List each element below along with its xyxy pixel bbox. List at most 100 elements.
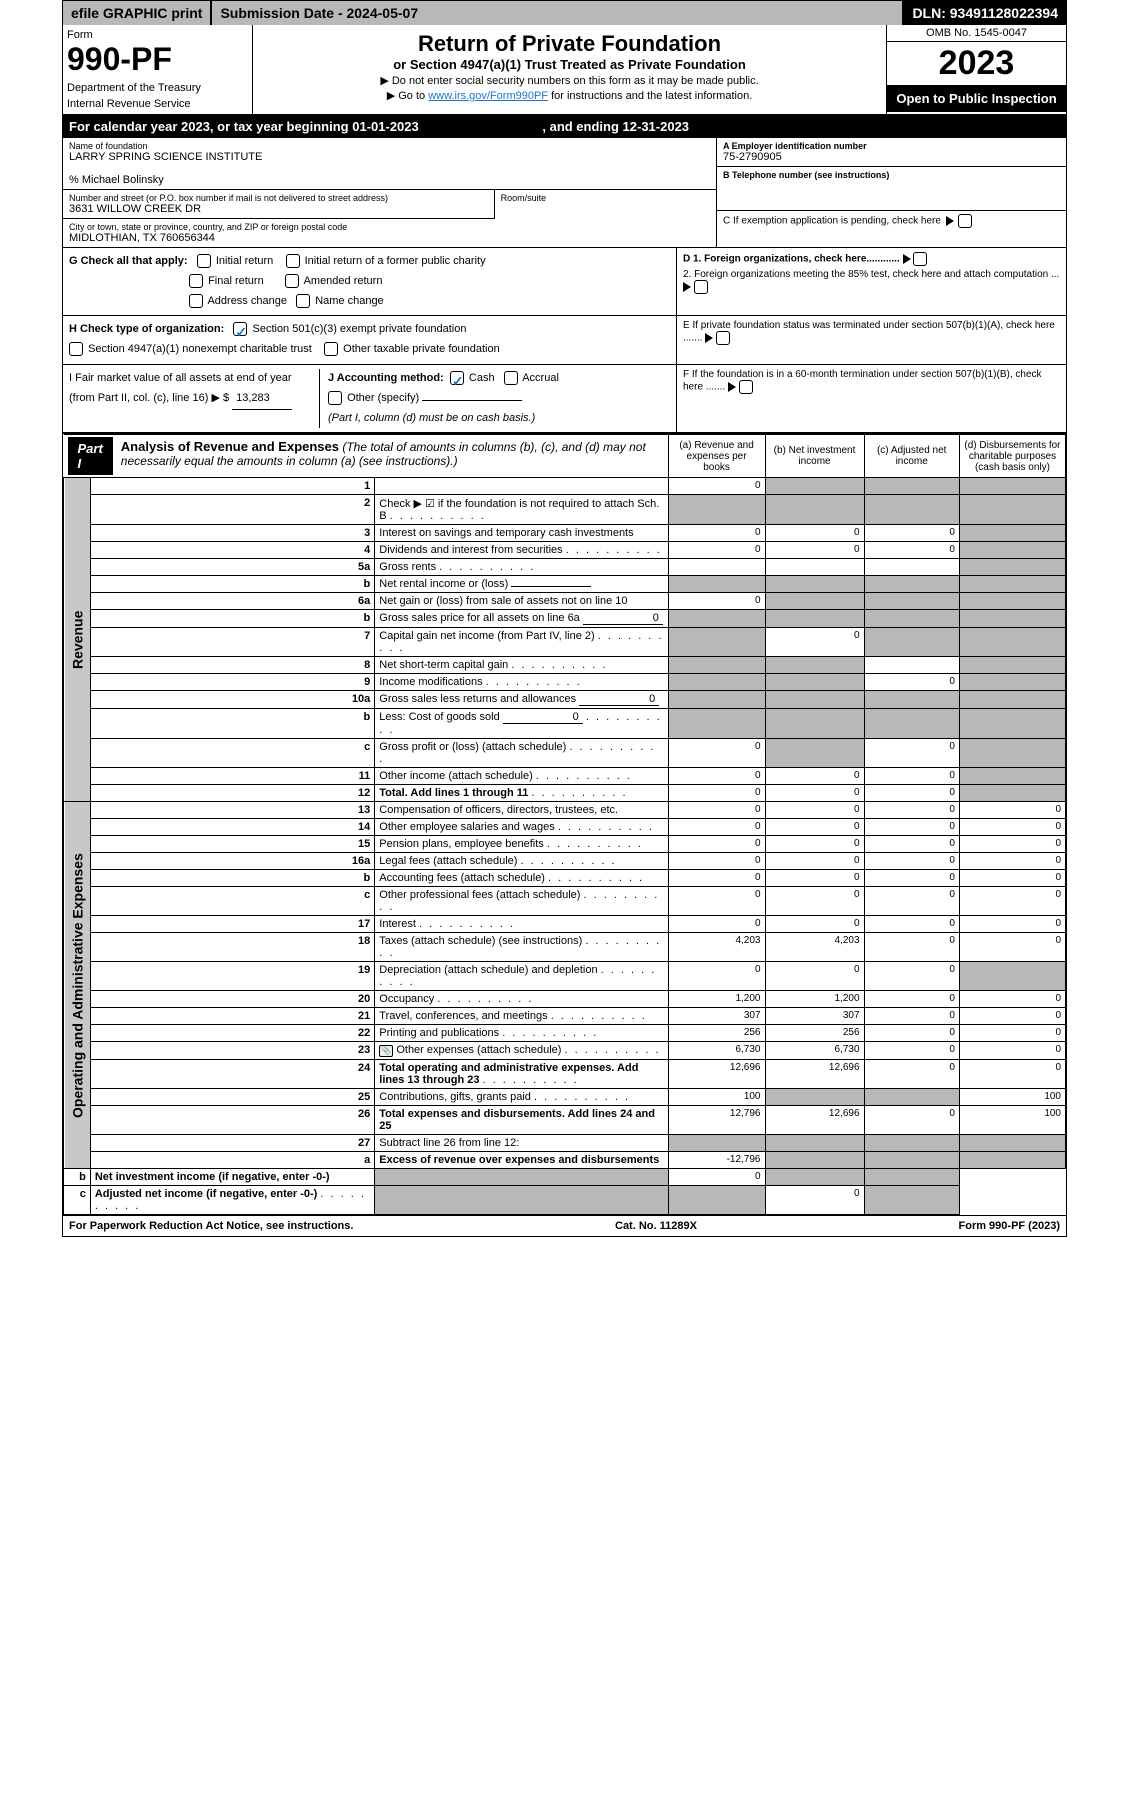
cell-16a-c: 0	[864, 853, 959, 870]
table-row: 23 📎 Other expenses (attach schedule) 6,…	[64, 1042, 1066, 1060]
row-desc: Adjusted net income (if negative, enter …	[90, 1186, 374, 1215]
row-desc	[375, 478, 668, 495]
g-opt-1: Initial return of a former public charit…	[305, 255, 486, 267]
cell-27-b	[765, 1135, 864, 1152]
cell-10a-a	[668, 691, 765, 709]
cell-22-d: 0	[959, 1025, 1065, 1042]
g-initial-checkbox[interactable]	[197, 254, 211, 268]
cell-c-c: 0	[864, 887, 959, 916]
i-prefix: ▶ $	[211, 392, 229, 404]
row-num: 25	[90, 1089, 374, 1106]
f-checkbox[interactable]	[739, 380, 753, 394]
row-desc: Total expenses and disbursements. Add li…	[375, 1106, 668, 1135]
table-row: c Gross profit or (loss) (attach schedul…	[64, 739, 1066, 768]
cell-22-a: 256	[668, 1025, 765, 1042]
header-note2: ▶ Go to www.irs.gov/Form990PF for instru…	[259, 89, 880, 102]
j-other: Other (specify)	[347, 392, 419, 404]
irs-link[interactable]: www.irs.gov/Form990PF	[428, 90, 548, 102]
cell-13-c: 0	[864, 802, 959, 819]
calyear-end: 12-31-2023	[623, 119, 690, 134]
h-other-checkbox[interactable]	[324, 342, 338, 356]
row-num: b	[90, 870, 374, 887]
row-desc: Printing and publications	[375, 1025, 668, 1042]
j-accrual-checkbox[interactable]	[504, 371, 518, 385]
cell-11-a: 0	[668, 768, 765, 785]
table-row: c Other professional fees (attach schedu…	[64, 887, 1066, 916]
row-num: c	[90, 739, 374, 768]
row-desc: Other income (attach schedule)	[375, 768, 668, 785]
row-num: 6a	[90, 593, 374, 610]
table-row: a Excess of revenue over expenses and di…	[64, 1152, 1066, 1169]
table-row: 8 Net short-term capital gain	[64, 657, 1066, 674]
j-other-input[interactable]	[422, 400, 522, 401]
cell-4-b: 0	[765, 542, 864, 559]
c-label: C If exemption application is pending, c…	[723, 216, 941, 227]
row-desc: Other professional fees (attach schedule…	[375, 887, 668, 916]
cell-15-a: 0	[668, 836, 765, 853]
row-num: 16a	[90, 853, 374, 870]
table-row: 22 Printing and publications 256 256 0 0	[64, 1025, 1066, 1042]
row-num: a	[90, 1152, 374, 1169]
foundation-name-label: Name of foundation	[69, 141, 710, 151]
cell-2-b	[765, 495, 864, 525]
j-cash-checkbox[interactable]	[450, 371, 464, 385]
h-501c3-checkbox[interactable]	[233, 322, 247, 336]
g-address-checkbox[interactable]	[189, 294, 203, 308]
cell-19-d	[959, 962, 1065, 991]
cell-b-d	[959, 576, 1065, 593]
g-initial-former-checkbox[interactable]	[286, 254, 300, 268]
cell-24-a: 12,696	[668, 1060, 765, 1089]
cell-24-d: 0	[959, 1060, 1065, 1089]
cell-23-c: 0	[864, 1042, 959, 1060]
page-footer: For Paperwork Reduction Act Notice, see …	[63, 1215, 1066, 1236]
g-opt-2: Final return	[208, 275, 264, 287]
cell-9-c: 0	[864, 674, 959, 691]
form-label: Form	[67, 29, 248, 41]
city-label: City or town, state or province, country…	[69, 222, 710, 232]
row-num: 15	[90, 836, 374, 853]
g-amended-checkbox[interactable]	[285, 274, 299, 288]
row-num: b	[64, 1169, 91, 1186]
d1-checkbox[interactable]	[913, 252, 927, 266]
cell-b-a	[668, 709, 765, 739]
cell-8-a	[668, 657, 765, 674]
row-num: c	[64, 1186, 91, 1215]
cell-23-b: 6,730	[765, 1042, 864, 1060]
cell-14-c: 0	[864, 819, 959, 836]
table-row: 16a Legal fees (attach schedule) 0 0 0 0	[64, 853, 1066, 870]
c-checkbox[interactable]	[958, 214, 972, 228]
cell-20-b: 1,200	[765, 991, 864, 1008]
arrow-icon	[705, 333, 713, 343]
room-label: Room/suite	[501, 193, 710, 203]
cell-17-b: 0	[765, 916, 864, 933]
cell-4-c: 0	[864, 542, 959, 559]
calendar-year-row: For calendar year 2023, or tax year begi…	[63, 115, 1066, 138]
j-other-checkbox[interactable]	[328, 391, 342, 405]
ein-label: A Employer identification number	[723, 141, 1060, 151]
row-desc: Interest	[375, 916, 668, 933]
g-name-checkbox[interactable]	[296, 294, 310, 308]
row-desc: Travel, conferences, and meetings	[375, 1008, 668, 1025]
cell-21-d: 0	[959, 1008, 1065, 1025]
cell-5a-a	[668, 559, 765, 576]
table-row: 18 Taxes (attach schedule) (see instruct…	[64, 933, 1066, 962]
attachment-icon[interactable]: 📎	[379, 1045, 393, 1057]
d2-checkbox[interactable]	[694, 280, 708, 294]
cell-a-a: -12,796	[668, 1152, 765, 1169]
row-num: 1	[90, 478, 374, 495]
table-row: Revenue 1 0	[64, 478, 1066, 495]
cell-c-d	[959, 739, 1065, 768]
address: 3631 WILLOW CREEK DR	[69, 203, 488, 215]
g-final-checkbox[interactable]	[189, 274, 203, 288]
cell-16a-d: 0	[959, 853, 1065, 870]
h-opt2: Section 4947(a)(1) nonexempt charitable …	[88, 343, 312, 355]
cell-17-d: 0	[959, 916, 1065, 933]
table-row: 7 Capital gain net income (from Part IV,…	[64, 628, 1066, 657]
calyear-begin: 01-01-2023	[352, 119, 419, 134]
row-desc: Accounting fees (attach schedule)	[375, 870, 668, 887]
cell-a-b	[765, 1152, 864, 1169]
e-checkbox[interactable]	[716, 331, 730, 345]
part1-badge: Part I	[68, 437, 113, 475]
h-4947-checkbox[interactable]	[69, 342, 83, 356]
table-row: 20 Occupancy 1,200 1,200 0 0	[64, 991, 1066, 1008]
